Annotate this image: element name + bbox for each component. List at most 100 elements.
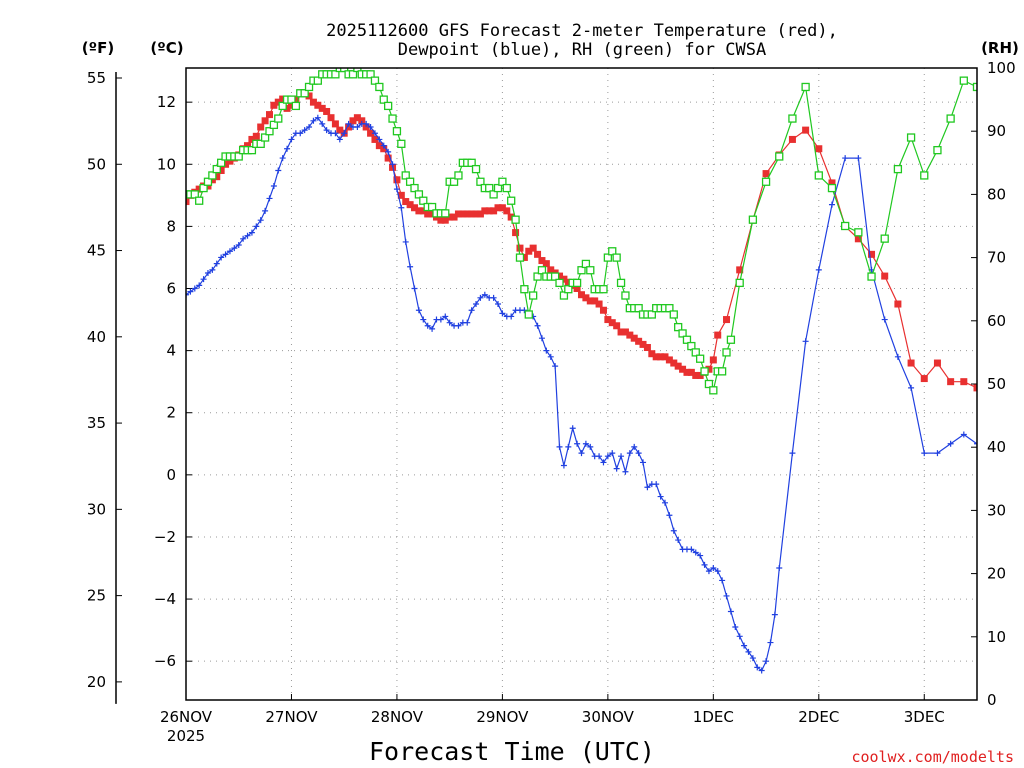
dewpoint-point bbox=[727, 608, 734, 615]
f-tick-label: 50 bbox=[87, 155, 106, 173]
dewpoint-point bbox=[248, 229, 255, 236]
temperature-point bbox=[907, 359, 915, 367]
rh-tick-label: 30 bbox=[987, 501, 1006, 519]
temperature-point bbox=[485, 207, 493, 215]
temperature-point bbox=[309, 98, 317, 106]
rh-point bbox=[748, 215, 758, 224]
temperature-point bbox=[213, 173, 221, 181]
rh-point bbox=[987, 115, 994, 122]
temperature-point bbox=[353, 114, 361, 122]
temperature-point bbox=[582, 294, 590, 302]
plot-series bbox=[186, 68, 994, 674]
rh-point bbox=[621, 291, 630, 300]
rh-point bbox=[331, 70, 340, 79]
dewpoint-point bbox=[741, 642, 748, 649]
dewpoint-point bbox=[767, 639, 774, 646]
temperature-point bbox=[516, 244, 524, 252]
dewpoint-point bbox=[947, 440, 954, 447]
dewpoint-point bbox=[200, 276, 207, 283]
rh-tick-label: 100 bbox=[987, 59, 1016, 77]
rh-point bbox=[507, 196, 516, 205]
temperature-point bbox=[648, 350, 656, 358]
temperature-point bbox=[459, 210, 467, 218]
rh-unit-label: (RH) bbox=[981, 39, 1019, 57]
temperature-point bbox=[529, 244, 537, 252]
dewpoint-point bbox=[596, 453, 603, 460]
rh-point bbox=[972, 82, 977, 92]
temperature-point bbox=[639, 340, 647, 348]
dewpoint-point bbox=[437, 316, 444, 323]
dewpoint-point bbox=[618, 453, 625, 460]
dewpoint-point bbox=[556, 443, 563, 450]
dewpoint-point bbox=[921, 450, 928, 457]
c-tick-label: 0 bbox=[166, 466, 176, 484]
temperature-point bbox=[960, 378, 968, 386]
dewpoint-point bbox=[253, 223, 260, 230]
temperature-point bbox=[586, 297, 594, 305]
celsius-unit-label: (ºC) bbox=[150, 39, 183, 57]
rh-point bbox=[717, 367, 727, 376]
x-tick-year-label: 2025 bbox=[167, 727, 205, 745]
f-tick-label: 40 bbox=[87, 328, 106, 346]
rh-point bbox=[946, 114, 955, 123]
rh-point bbox=[195, 196, 204, 205]
x-tick-label: 29NOV bbox=[476, 708, 529, 726]
dewpoint-point bbox=[226, 248, 233, 255]
c-tick-label: −4 bbox=[154, 590, 176, 608]
dewpoint-point bbox=[538, 335, 545, 342]
dewpoint-point bbox=[398, 204, 405, 211]
temperature-point bbox=[933, 359, 941, 367]
rh-point bbox=[392, 127, 402, 136]
rh-point bbox=[616, 278, 626, 288]
series-dewpoint bbox=[186, 114, 977, 674]
temperature-point bbox=[331, 120, 339, 128]
temperature-point bbox=[248, 135, 256, 143]
temperature-point bbox=[375, 142, 383, 150]
rh-point bbox=[498, 177, 507, 186]
temperature-point bbox=[542, 260, 550, 268]
temperature-point bbox=[714, 331, 722, 339]
dewpoint-point bbox=[934, 450, 941, 457]
rh-point bbox=[212, 164, 221, 174]
rh-point bbox=[581, 259, 591, 269]
temperature-point bbox=[692, 371, 700, 379]
rh-point bbox=[449, 177, 459, 186]
c-tick-label: 4 bbox=[166, 342, 176, 360]
rh-point bbox=[467, 158, 476, 167]
temperature-point bbox=[468, 210, 476, 218]
c-tick-label: 6 bbox=[166, 280, 176, 298]
rh-tick-label: 40 bbox=[987, 438, 1006, 456]
rh-point bbox=[217, 158, 226, 167]
rh-point bbox=[489, 190, 498, 199]
temperature-point bbox=[947, 378, 955, 386]
dewpoint-point bbox=[653, 481, 660, 488]
temperature-point bbox=[393, 176, 401, 184]
dewpoint-point bbox=[644, 484, 651, 491]
temperature-point bbox=[736, 266, 744, 274]
chart-title-line-2: Dewpoint (blue), RH (green) for CWSA bbox=[398, 40, 766, 60]
temperature-point bbox=[419, 207, 427, 215]
dewpoint-point bbox=[960, 431, 967, 438]
rh-point bbox=[247, 146, 257, 155]
dewpoint-point bbox=[705, 568, 712, 575]
rh-point bbox=[726, 335, 736, 344]
dewpoint-point bbox=[468, 307, 475, 314]
dewpoint-point bbox=[640, 459, 647, 466]
rh-point bbox=[265, 127, 274, 136]
temperature-point bbox=[635, 337, 643, 345]
dewpoint-point bbox=[204, 269, 211, 276]
c-tick-label: 2 bbox=[166, 404, 176, 422]
dewpoint-point bbox=[855, 155, 862, 162]
dewpoint-point bbox=[574, 440, 581, 447]
dewpoint-point bbox=[332, 130, 339, 137]
temperature-point bbox=[687, 368, 695, 376]
rh-point bbox=[199, 183, 208, 193]
rh-point bbox=[287, 95, 296, 104]
rh-point bbox=[269, 120, 279, 130]
dewpoint-point bbox=[719, 577, 726, 584]
rh-point bbox=[471, 164, 481, 174]
dewpoint-point bbox=[692, 549, 699, 556]
dewpoint-point bbox=[754, 664, 761, 671]
rh-point bbox=[401, 171, 410, 180]
rh-point bbox=[788, 114, 797, 123]
